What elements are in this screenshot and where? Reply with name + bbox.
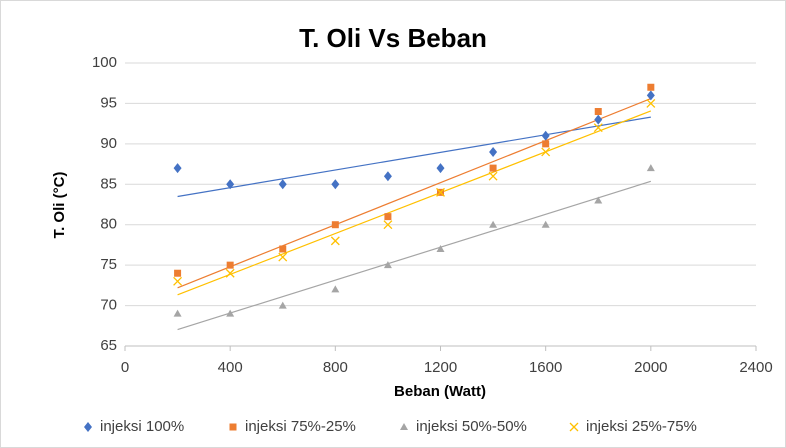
marker: [488, 171, 498, 181]
legend-item: injeksi 100%: [84, 418, 184, 435]
marker: [594, 114, 603, 125]
marker-stroke: [225, 268, 235, 278]
marker-stroke: [488, 171, 498, 181]
marker: [383, 171, 392, 182]
marker: [436, 163, 445, 174]
marker: [542, 140, 550, 148]
marker: [594, 196, 603, 204]
y-tick-label: 75: [100, 256, 117, 273]
x-tick-label: 2000: [634, 359, 667, 376]
y-tick-label: 100: [92, 54, 117, 71]
marker: [173, 163, 182, 174]
marker-stroke: [330, 236, 340, 246]
marker: [84, 422, 92, 432]
marker: [400, 423, 408, 430]
marker: [489, 164, 497, 172]
marker: [647, 83, 655, 91]
marker: [436, 187, 445, 197]
legend-label: injeksi 75%-25%: [245, 418, 356, 435]
x-axis-title: Beban (Watt): [394, 383, 486, 400]
marker: [331, 221, 339, 229]
marker-stroke: [173, 276, 183, 286]
y-tick-label: 65: [100, 337, 117, 354]
legend-item: injeksi 25%-75%: [569, 418, 697, 435]
marker: [331, 179, 340, 190]
marker: [173, 276, 183, 286]
trendline: [177, 98, 652, 289]
marker: [278, 179, 287, 190]
marker: [279, 245, 287, 253]
marker: [646, 98, 656, 108]
marker: [489, 146, 498, 157]
marker: [225, 268, 235, 278]
marker: [541, 147, 551, 157]
marker: [541, 130, 550, 141]
y-tick-label: 90: [100, 135, 117, 152]
marker-stroke: [646, 98, 656, 108]
marker: [489, 220, 498, 228]
x-tick-label: 800: [323, 359, 348, 376]
marker: [383, 220, 393, 230]
trendline: [177, 110, 652, 296]
marker: [594, 108, 602, 116]
x-tick-label: 400: [218, 359, 243, 376]
marker-stroke: [569, 422, 579, 432]
legend-label: injeksi 100%: [100, 418, 184, 435]
marker: [278, 252, 288, 262]
x-tick-label: 1600: [529, 359, 562, 376]
marker: [646, 164, 655, 172]
marker: [173, 309, 182, 317]
legend-label: injeksi 50%-50%: [416, 418, 527, 435]
y-tick-label: 70: [100, 297, 117, 314]
chart-title: T. Oli Vs Beban: [299, 23, 487, 53]
marker: [541, 220, 550, 228]
y-tick-label: 95: [100, 94, 117, 111]
marker: [278, 301, 287, 309]
x-tick-label: 2400: [739, 359, 772, 376]
y-tick-label: 85: [100, 175, 117, 192]
marker: [226, 261, 234, 269]
legend-label: injeksi 25%-75%: [586, 418, 697, 435]
marker: [174, 269, 182, 277]
marker-stroke: [278, 252, 288, 262]
marker-stroke: [541, 147, 551, 157]
marker: [226, 309, 235, 317]
marker: [646, 90, 655, 101]
marker: [330, 236, 340, 246]
marker: [331, 285, 340, 293]
marker: [593, 123, 603, 133]
y-axis-title: T. Oli (°C): [51, 172, 68, 239]
marker: [569, 422, 579, 432]
marker: [384, 213, 392, 221]
marker-stroke: [436, 187, 445, 197]
x-tick-label: 0: [121, 359, 129, 376]
y-tick-label: 80: [100, 216, 117, 233]
marker: [226, 179, 235, 190]
trendline: [177, 180, 652, 331]
marker-stroke: [383, 220, 393, 230]
legend-item: injeksi 50%-50%: [400, 418, 527, 435]
legend-item: injeksi 75%-25%: [229, 418, 356, 435]
marker-stroke: [593, 123, 603, 133]
marker: [383, 261, 392, 269]
marker: [436, 244, 445, 252]
marker: [229, 423, 237, 431]
x-tick-label: 1200: [424, 359, 457, 376]
